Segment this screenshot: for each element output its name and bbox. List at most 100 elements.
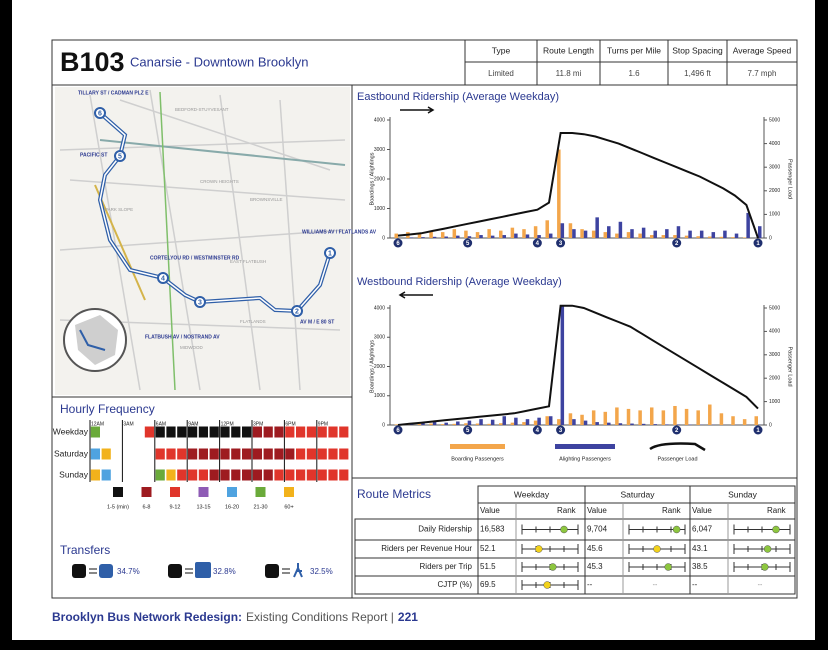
walk-icon <box>293 563 303 578</box>
stop-number: 6 <box>98 110 102 117</box>
frequency-cell <box>306 426 316 438</box>
bar <box>545 416 549 425</box>
stop-marker <box>291 305 303 317</box>
bar <box>684 408 689 425</box>
y2-axis-label: Passenger Load <box>787 159 793 199</box>
frequency-cell <box>188 469 198 481</box>
rank-dot <box>560 525 568 534</box>
stop-marker <box>463 425 473 435</box>
legend-label: Passenger Load <box>657 456 697 462</box>
bar <box>595 217 599 238</box>
frequency-cell <box>220 448 230 460</box>
frequency-cell <box>177 448 187 460</box>
frequency-cell <box>296 469 306 481</box>
frequency-cell <box>285 448 295 460</box>
legend-swatch <box>198 487 209 497</box>
bus-icon <box>265 564 279 578</box>
stop-number: 2 <box>675 428 679 434</box>
map-street <box>59 229 346 251</box>
subheader: Value <box>692 506 712 515</box>
column-value: 7.7 mph <box>748 69 777 78</box>
bar <box>510 227 515 238</box>
footer-report: Existing Conditions Report | <box>246 610 394 624</box>
frequency-cell <box>328 426 338 438</box>
footer-page: 221 <box>398 610 418 624</box>
bar <box>456 421 460 425</box>
y2-tick-label: 5000 <box>769 305 780 311</box>
row-label: Saturday <box>54 448 89 458</box>
bar <box>661 235 666 238</box>
frequency-cell <box>274 426 284 438</box>
frequency-cell <box>274 469 284 481</box>
y-axis-label: Boardings / Alightings <box>369 152 375 205</box>
legend-label: 1-5 (min) <box>107 504 129 510</box>
row-label: Weekday <box>53 426 89 436</box>
legend-label: 21-30 <box>253 504 267 510</box>
bar <box>708 404 712 425</box>
rank-dot <box>763 545 772 553</box>
bar <box>696 236 700 238</box>
bar <box>731 237 735 238</box>
bar <box>641 423 646 425</box>
direction-arrow <box>398 291 433 299</box>
bar <box>525 419 530 425</box>
train-icon <box>195 562 211 578</box>
stop-label: PACIFIC ST <box>80 152 107 158</box>
bar <box>653 424 657 425</box>
area-label: BEDFORD-STUYVESANT <box>175 107 229 112</box>
bar <box>630 229 634 238</box>
bar <box>499 423 503 425</box>
column-header: Type <box>492 45 511 55</box>
bar <box>603 232 608 238</box>
bar <box>537 417 541 425</box>
time-label: 6AM <box>156 421 166 427</box>
bar <box>456 235 460 238</box>
bar <box>754 416 758 425</box>
subheader: Rank <box>767 506 787 515</box>
bar <box>630 423 634 425</box>
frequency-cell <box>155 469 165 481</box>
bar <box>734 233 739 238</box>
bar <box>487 229 491 238</box>
column-value: 11.8 mi <box>556 69 582 78</box>
legend-label: Boarding Passengers <box>451 456 504 462</box>
route-name: Canarsie - Downtown Brooklyn <box>130 54 308 69</box>
bar <box>661 410 666 425</box>
y-tick-label: 2000 <box>374 364 385 370</box>
stop-marker <box>393 425 403 435</box>
frequency-cell <box>339 448 349 460</box>
frequency-cell <box>188 448 198 460</box>
y-tick-label: 1000 <box>374 206 385 212</box>
legend-swatch <box>255 487 266 497</box>
frequency-cell <box>220 426 230 438</box>
inset-land <box>75 315 118 365</box>
y-tick-label: 4000 <box>374 117 385 123</box>
bar <box>537 235 541 238</box>
stop-number: 1 <box>756 241 760 247</box>
section-title: Hourly Frequency <box>60 402 155 416</box>
frequency-cell <box>155 426 165 438</box>
map-rail <box>159 91 176 391</box>
direction-arrow <box>400 106 435 114</box>
bar <box>607 226 611 238</box>
y-axis-label: Boardings / Alightings <box>369 340 375 393</box>
frequency-cell <box>263 426 273 438</box>
row-label: CJTP (%) <box>437 580 472 589</box>
stop-marker <box>194 296 206 308</box>
stop-number: 4 <box>161 275 165 282</box>
rank-dot <box>543 581 551 589</box>
bar <box>603 411 608 425</box>
bar <box>676 226 681 238</box>
stop-number: 3 <box>559 428 563 434</box>
map-street <box>149 89 201 391</box>
bar <box>514 233 518 238</box>
bar <box>421 422 425 425</box>
frame <box>51 39 798 599</box>
frequency-cell <box>90 448 100 460</box>
stop-marker <box>753 425 763 435</box>
area-label: FLATLANDS <box>240 319 266 324</box>
route-code: B103 <box>60 47 125 77</box>
section-title: Transfers <box>60 543 110 557</box>
legend-line <box>649 442 706 452</box>
bar <box>615 233 619 238</box>
